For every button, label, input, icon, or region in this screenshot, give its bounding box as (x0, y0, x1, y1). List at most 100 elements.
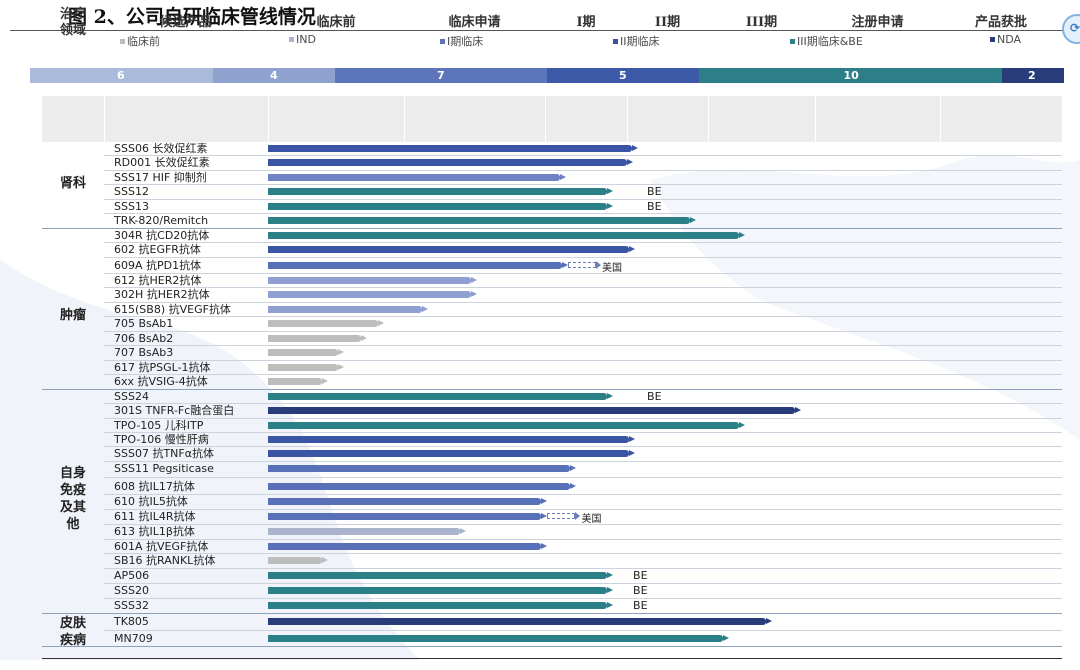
be-note: BE (633, 599, 648, 612)
row-separator (104, 316, 1062, 317)
candidate-label: 612 抗HER2抗体 (114, 274, 202, 287)
header-separator (268, 96, 269, 142)
table-header (42, 96, 1062, 142)
progress-bar (268, 188, 614, 195)
legend-label: 临床前 (127, 35, 160, 48)
header-stage: 临床申请 (448, 15, 501, 30)
progress-bar (268, 483, 577, 490)
row-separator (104, 184, 1062, 185)
candidate-label: SSS20 (114, 584, 149, 597)
progress-bar (268, 291, 478, 298)
candidate-label: 617 抗PSGL-1抗体 (114, 361, 211, 374)
progress-bar (268, 602, 614, 609)
candidate-label: SB16 抗RANKL抗体 (114, 554, 216, 567)
candidate-label: 601A 抗VEGF抗体 (114, 540, 209, 553)
stage-count-value: 7 (437, 69, 445, 82)
legend-swatch (120, 39, 125, 44)
legend-label: I期临床 (447, 35, 484, 48)
header-stage: II期 (654, 15, 681, 30)
stage-count-segment: 5 (547, 68, 699, 83)
planned-extension-dashed (567, 262, 596, 268)
progress-bar (268, 422, 746, 429)
region-note: 美国 (581, 514, 602, 525)
candidate-label: 610 抗IL5抗体 (114, 495, 188, 508)
stage-count-segment: 2 (1002, 68, 1064, 83)
be-note: BE (647, 185, 662, 198)
progress-bar (268, 203, 614, 210)
row-separator (104, 598, 1062, 599)
row-separator (104, 494, 1062, 495)
row-separator (104, 524, 1062, 525)
progress-bar (268, 335, 368, 342)
progress-bar (268, 159, 633, 166)
candidate-label: 302H 抗HER2抗体 (114, 288, 210, 301)
progress-bar (268, 246, 636, 253)
group-separator (42, 646, 1062, 647)
candidate-label: 608 抗IL17抗体 (114, 480, 195, 493)
row-separator (104, 477, 1062, 478)
legend-swatch (790, 39, 795, 44)
row-separator (104, 345, 1062, 346)
planned-extension-dashed (547, 513, 576, 519)
group-separator (42, 389, 1062, 390)
progress-bar (268, 145, 638, 152)
candidate-label: MN709 (114, 632, 153, 645)
row-separator (104, 257, 1062, 258)
legend-swatch (613, 39, 618, 44)
row-separator (104, 446, 1062, 447)
progress-bar (268, 635, 730, 642)
legend-item: NDA (990, 33, 1021, 46)
legend: 临床前 IND I期临床 II期临床 III期临床&BE NDA (0, 33, 1080, 49)
header-stage: III期 (745, 15, 778, 30)
progress-bar (268, 320, 384, 327)
header-separator (627, 96, 628, 142)
candidate-label: SSS07 抗TNFα抗体 (114, 447, 214, 460)
candidate-label: SSS06 长效促红素 (114, 142, 208, 155)
header-separator (104, 96, 105, 142)
stage-count-bar: 6 4 7 5 10 2 (30, 68, 1064, 83)
group-separator (42, 228, 1062, 229)
candidate-label: 611 抗IL4R抗体 (114, 510, 196, 523)
progress-bar (268, 407, 802, 414)
row-separator (104, 273, 1062, 274)
row-separator (104, 630, 1062, 631)
progress-bar (268, 262, 568, 269)
bottom-divider (42, 658, 1062, 659)
title-divider (10, 30, 1070, 31)
stage-count-segment: 7 (335, 68, 547, 83)
candidate-label: 705 BsAb1 (114, 317, 174, 330)
candidate-label: SSS13 (114, 200, 149, 213)
header-candidate: 候选产品 (159, 15, 212, 30)
progress-bar (268, 543, 548, 550)
progress-bar (268, 217, 696, 224)
candidate-label: 602 抗EGFR抗体 (114, 243, 201, 256)
candidate-label: SSS11 Pegsiticase (114, 462, 214, 475)
legend-swatch (440, 39, 445, 44)
row-separator (104, 539, 1062, 540)
corner-badge-icon[interactable]: ⟳ (1062, 14, 1080, 44)
row-separator (104, 242, 1062, 243)
progress-bar (268, 174, 566, 181)
be-note: BE (633, 584, 648, 597)
candidate-label: TPO-106 慢性肝病 (114, 433, 209, 446)
progress-bar (268, 557, 328, 564)
row-separator (104, 155, 1062, 156)
candidate-label: 707 BsAb3 (114, 346, 174, 359)
row-separator (104, 213, 1062, 214)
row-separator (104, 553, 1062, 554)
candidate-label: 609A 抗PD1抗体 (114, 259, 202, 272)
progress-bar (268, 306, 428, 313)
candidate-label: SSS17 HIF 抑制剂 (114, 171, 207, 184)
be-note: BE (633, 569, 648, 582)
header-stage: I期 (576, 15, 596, 30)
candidate-label: SSS32 (114, 599, 149, 612)
candidate-label: 304R 抗CD20抗体 (114, 229, 210, 242)
candidate-label: 301S TNFR-Fc融合蛋白 (114, 404, 235, 417)
stage-count-segment: 10 (699, 68, 1002, 83)
row-separator (104, 331, 1062, 332)
row-separator (104, 287, 1062, 288)
candidate-label: RD001 长效促红素 (114, 156, 210, 169)
row-separator (104, 199, 1062, 200)
therapeutic-area-label: 皮肤 疾病 (59, 616, 86, 648)
progress-bar (268, 277, 478, 284)
